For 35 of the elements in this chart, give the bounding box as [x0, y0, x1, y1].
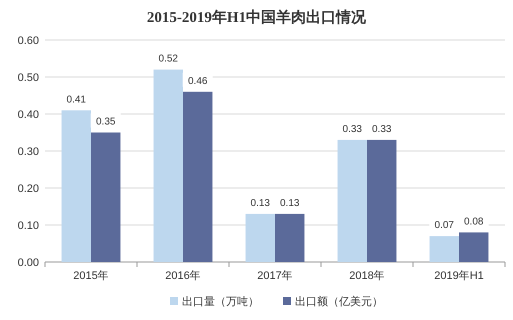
y-tick-label: 0.00 — [18, 257, 39, 269]
bar — [154, 70, 183, 262]
bar — [338, 140, 367, 262]
bar — [459, 232, 488, 262]
data-label: 0.08 — [464, 216, 484, 228]
bar — [91, 132, 120, 262]
data-label: 0.13 — [250, 198, 270, 209]
data-label: 0.07 — [434, 220, 454, 232]
x-tick-label: 2018年 — [349, 270, 385, 282]
bar — [367, 140, 396, 262]
data-label: 0.33 — [372, 124, 392, 135]
y-tick-label: 0.10 — [18, 220, 39, 232]
y-tick-label: 0.50 — [18, 72, 39, 84]
data-label: 0.35 — [96, 116, 116, 128]
bar — [246, 214, 275, 262]
x-tick-label: 2019年H1 — [434, 270, 484, 282]
y-tick-label: 0.20 — [18, 183, 39, 195]
y-tick-label: 0.60 — [18, 35, 39, 47]
data-label: 0.46 — [188, 76, 208, 87]
legend-label: 出口额（亿美元） — [295, 295, 383, 308]
data-label: 0.13 — [280, 198, 300, 209]
legend-label: 出口量（万吨） — [182, 295, 259, 308]
x-tick-label: 2017年 — [257, 270, 293, 282]
chart-title: 2015-2019年H1中国羊肉出口情况 — [146, 9, 368, 26]
y-tick-label: 0.40 — [18, 109, 39, 121]
data-label: 0.41 — [66, 94, 86, 106]
data-label: 0.33 — [342, 124, 362, 135]
bar — [275, 214, 304, 262]
data-label: 0.52 — [158, 54, 178, 65]
x-tick-label: 2015年 — [73, 270, 109, 282]
bar — [183, 92, 212, 262]
bar — [62, 110, 91, 262]
x-tick-label: 2016年 — [165, 270, 201, 282]
bar — [430, 236, 459, 262]
y-tick-label: 0.30 — [18, 146, 39, 158]
